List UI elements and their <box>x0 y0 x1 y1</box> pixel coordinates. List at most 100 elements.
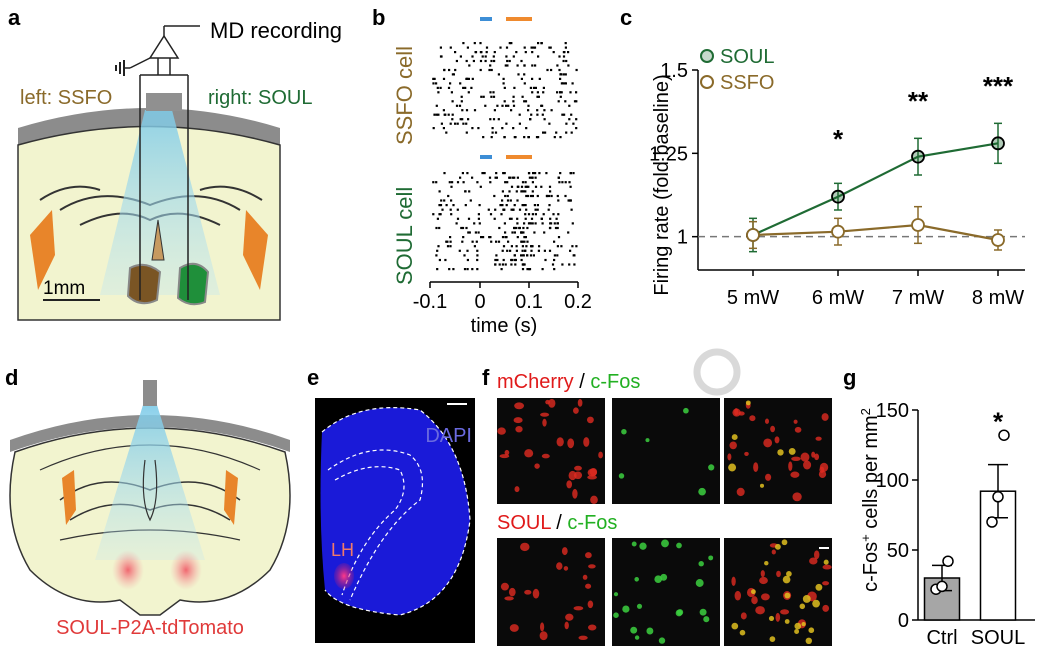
spike <box>561 263 564 266</box>
legend-marker-soul <box>700 49 714 63</box>
spike <box>538 172 541 175</box>
spike <box>506 249 509 252</box>
spike <box>517 73 520 76</box>
spike <box>559 77 562 80</box>
spike <box>523 249 527 252</box>
d-injection-right <box>170 550 202 590</box>
spike <box>462 122 465 125</box>
green-cell <box>786 571 792 577</box>
green-cell <box>805 637 813 645</box>
spike <box>456 181 460 184</box>
spike <box>488 176 492 179</box>
spike <box>561 181 564 184</box>
spike <box>521 245 524 248</box>
spike <box>478 222 481 225</box>
spike <box>495 176 498 179</box>
spike <box>564 100 567 103</box>
d-cortex-patch-left <box>62 470 76 525</box>
red-cell <box>524 589 532 595</box>
spike <box>489 118 492 121</box>
spike <box>542 86 545 89</box>
red-cell <box>573 606 584 611</box>
spike <box>433 77 436 80</box>
spike <box>479 42 482 45</box>
spike <box>572 172 575 175</box>
ground-icon <box>115 60 125 76</box>
spike <box>505 122 508 125</box>
spike <box>443 68 446 72</box>
spike <box>520 77 523 80</box>
red-cell <box>500 582 509 591</box>
spike <box>459 176 462 179</box>
red-cell <box>504 596 514 601</box>
spike <box>479 51 482 54</box>
light-pulse-orange-bottom <box>506 155 532 159</box>
g-data-point <box>942 555 954 567</box>
spike <box>547 208 550 211</box>
spike <box>558 181 561 184</box>
spike <box>512 95 515 98</box>
spike <box>497 118 500 121</box>
dapi-tissue <box>320 407 470 615</box>
spike <box>503 100 506 103</box>
c-y-tick-label: 1.25 <box>649 143 688 165</box>
green-cell <box>634 577 639 582</box>
spike <box>438 226 441 230</box>
spike <box>505 104 508 107</box>
spike <box>447 86 451 89</box>
amplifier-icon <box>148 34 180 59</box>
red-cell <box>731 576 736 586</box>
spike <box>492 55 495 58</box>
spike <box>542 213 545 216</box>
watermark-ring <box>693 348 741 396</box>
spike <box>509 249 512 252</box>
spike <box>564 73 567 76</box>
spike <box>554 226 558 230</box>
spike <box>494 258 497 262</box>
spike <box>531 245 534 248</box>
green-cell <box>698 487 706 496</box>
spike <box>464 204 467 207</box>
spike <box>454 68 457 72</box>
spike <box>467 231 470 234</box>
spike <box>473 222 476 225</box>
spike <box>465 122 468 125</box>
f-top-sep: / <box>574 371 591 393</box>
spike <box>559 172 562 175</box>
spike <box>564 194 567 198</box>
spike <box>454 122 457 125</box>
spike <box>508 59 511 63</box>
spike <box>497 240 501 243</box>
spike <box>563 113 566 116</box>
red-cell <box>577 399 583 407</box>
red-cell <box>811 451 816 458</box>
spike <box>510 217 513 220</box>
soul-cell-label: SOUL cell <box>392 187 417 285</box>
spike <box>513 176 516 179</box>
spike <box>449 236 452 239</box>
spike <box>452 204 455 207</box>
green-cell <box>801 621 806 627</box>
red-cell <box>497 427 506 435</box>
green-cell <box>764 560 769 566</box>
spike <box>548 204 551 207</box>
spike <box>437 245 440 248</box>
spike <box>543 118 546 121</box>
spike <box>516 217 519 220</box>
spike <box>527 185 530 188</box>
spike <box>449 245 452 248</box>
spike <box>489 236 492 239</box>
spike <box>506 59 509 63</box>
spike <box>559 91 562 94</box>
spike <box>528 172 531 175</box>
spike <box>530 194 533 198</box>
spike <box>490 68 493 72</box>
spike <box>527 194 530 198</box>
spike <box>512 127 515 130</box>
spike <box>531 176 534 179</box>
green-cell <box>660 573 668 581</box>
spike <box>524 51 527 54</box>
spike <box>511 176 514 179</box>
spike <box>513 136 516 139</box>
